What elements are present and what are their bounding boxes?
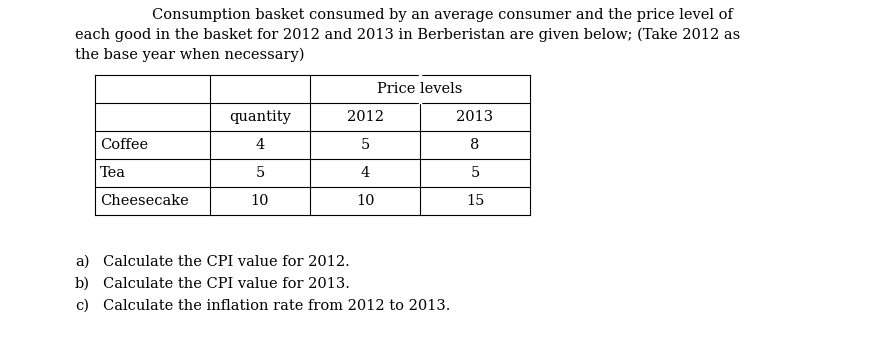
Text: 5: 5 <box>470 166 480 180</box>
Text: Price levels: Price levels <box>377 82 463 96</box>
Text: 2013: 2013 <box>457 110 494 124</box>
Text: 5: 5 <box>256 166 265 180</box>
Text: Calculate the CPI value for 2013.: Calculate the CPI value for 2013. <box>103 277 350 291</box>
Text: 10: 10 <box>250 194 269 208</box>
Text: 15: 15 <box>466 194 484 208</box>
Text: Tea: Tea <box>100 166 126 180</box>
Text: 4: 4 <box>256 138 265 152</box>
Text: 5: 5 <box>360 138 370 152</box>
Text: Calculate the inflation rate from 2012 to 2013.: Calculate the inflation rate from 2012 t… <box>103 299 450 313</box>
Text: Cheesecake: Cheesecake <box>100 194 189 208</box>
Text: b): b) <box>75 277 90 291</box>
Text: the base year when necessary): the base year when necessary) <box>75 48 304 62</box>
Text: Coffee: Coffee <box>100 138 148 152</box>
Text: 4: 4 <box>360 166 370 180</box>
Text: Calculate the CPI value for 2012.: Calculate the CPI value for 2012. <box>103 255 350 269</box>
Text: 10: 10 <box>356 194 374 208</box>
Text: c): c) <box>75 299 89 313</box>
Text: a): a) <box>75 255 89 269</box>
Text: 8: 8 <box>470 138 480 152</box>
Text: quantity: quantity <box>229 110 291 124</box>
Text: 2012: 2012 <box>347 110 383 124</box>
Text: each good in the basket for 2012 and 2013 in Berberistan are given below; (Take : each good in the basket for 2012 and 201… <box>75 28 740 42</box>
Text: Consumption basket consumed by an average consumer and the price level of: Consumption basket consumed by an averag… <box>151 8 733 22</box>
